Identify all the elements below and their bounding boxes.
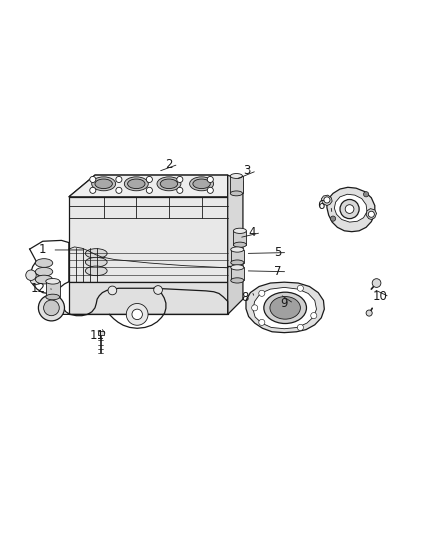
Bar	[231, 268, 244, 280]
Bar	[230, 176, 243, 193]
Circle shape	[126, 303, 148, 325]
Circle shape	[366, 310, 372, 316]
Ellipse shape	[35, 259, 53, 268]
Bar	[233, 231, 247, 245]
Circle shape	[297, 325, 304, 330]
Circle shape	[324, 197, 330, 203]
Ellipse shape	[127, 179, 145, 189]
Bar	[231, 249, 244, 263]
Ellipse shape	[85, 249, 107, 258]
Circle shape	[90, 176, 96, 182]
Circle shape	[44, 300, 59, 316]
Text: 10: 10	[373, 290, 388, 303]
Polygon shape	[253, 287, 317, 329]
Circle shape	[30, 274, 41, 285]
Circle shape	[116, 176, 122, 182]
Circle shape	[207, 187, 213, 193]
Polygon shape	[69, 197, 228, 282]
Circle shape	[311, 312, 317, 319]
Polygon shape	[69, 175, 228, 197]
Ellipse shape	[85, 257, 107, 267]
Ellipse shape	[231, 278, 244, 283]
Ellipse shape	[193, 179, 210, 189]
Circle shape	[146, 176, 152, 182]
Text: 7: 7	[274, 265, 282, 278]
Ellipse shape	[190, 177, 214, 191]
Text: 3: 3	[244, 164, 251, 177]
Ellipse shape	[233, 242, 247, 247]
Ellipse shape	[85, 266, 107, 276]
Polygon shape	[69, 175, 228, 197]
Ellipse shape	[95, 179, 113, 189]
Text: 8: 8	[241, 292, 249, 304]
Ellipse shape	[46, 294, 60, 300]
Ellipse shape	[35, 275, 53, 284]
Circle shape	[340, 199, 359, 219]
Polygon shape	[246, 282, 324, 333]
Text: 2: 2	[165, 158, 173, 171]
Bar	[98, 331, 104, 335]
Circle shape	[259, 290, 265, 296]
Circle shape	[330, 216, 336, 221]
Bar	[46, 281, 60, 297]
Ellipse shape	[233, 228, 247, 233]
Circle shape	[364, 192, 369, 197]
Circle shape	[372, 279, 381, 287]
Circle shape	[39, 295, 64, 321]
Circle shape	[259, 319, 265, 326]
Ellipse shape	[230, 174, 243, 179]
Ellipse shape	[92, 177, 116, 191]
Polygon shape	[69, 282, 228, 314]
Text: 12: 12	[31, 282, 46, 295]
Text: 11: 11	[90, 329, 105, 342]
Circle shape	[154, 286, 162, 294]
Ellipse shape	[157, 177, 181, 191]
Ellipse shape	[46, 279, 60, 284]
Circle shape	[132, 309, 142, 320]
Text: 5: 5	[274, 246, 282, 259]
Ellipse shape	[231, 260, 244, 265]
Circle shape	[108, 286, 117, 295]
Ellipse shape	[230, 191, 243, 196]
Circle shape	[207, 176, 213, 182]
Ellipse shape	[264, 292, 307, 324]
Circle shape	[26, 270, 36, 280]
Text: 9: 9	[280, 297, 288, 310]
Text: 1: 1	[39, 244, 46, 256]
Ellipse shape	[160, 179, 178, 189]
Circle shape	[116, 187, 122, 193]
Circle shape	[90, 187, 96, 193]
Polygon shape	[321, 195, 332, 206]
Text: 4: 4	[248, 226, 255, 239]
Polygon shape	[228, 266, 243, 314]
Text: 6: 6	[318, 199, 325, 212]
Ellipse shape	[124, 177, 148, 191]
Polygon shape	[334, 194, 367, 222]
Polygon shape	[228, 175, 243, 282]
Circle shape	[177, 187, 183, 193]
Circle shape	[345, 205, 354, 213]
Circle shape	[252, 305, 258, 311]
Circle shape	[177, 176, 183, 182]
Circle shape	[297, 285, 304, 292]
Ellipse shape	[231, 265, 244, 270]
Circle shape	[368, 211, 374, 217]
Ellipse shape	[231, 247, 244, 252]
Polygon shape	[327, 187, 375, 232]
Circle shape	[146, 187, 152, 193]
Ellipse shape	[270, 296, 300, 319]
Polygon shape	[366, 208, 377, 220]
Ellipse shape	[35, 268, 53, 276]
